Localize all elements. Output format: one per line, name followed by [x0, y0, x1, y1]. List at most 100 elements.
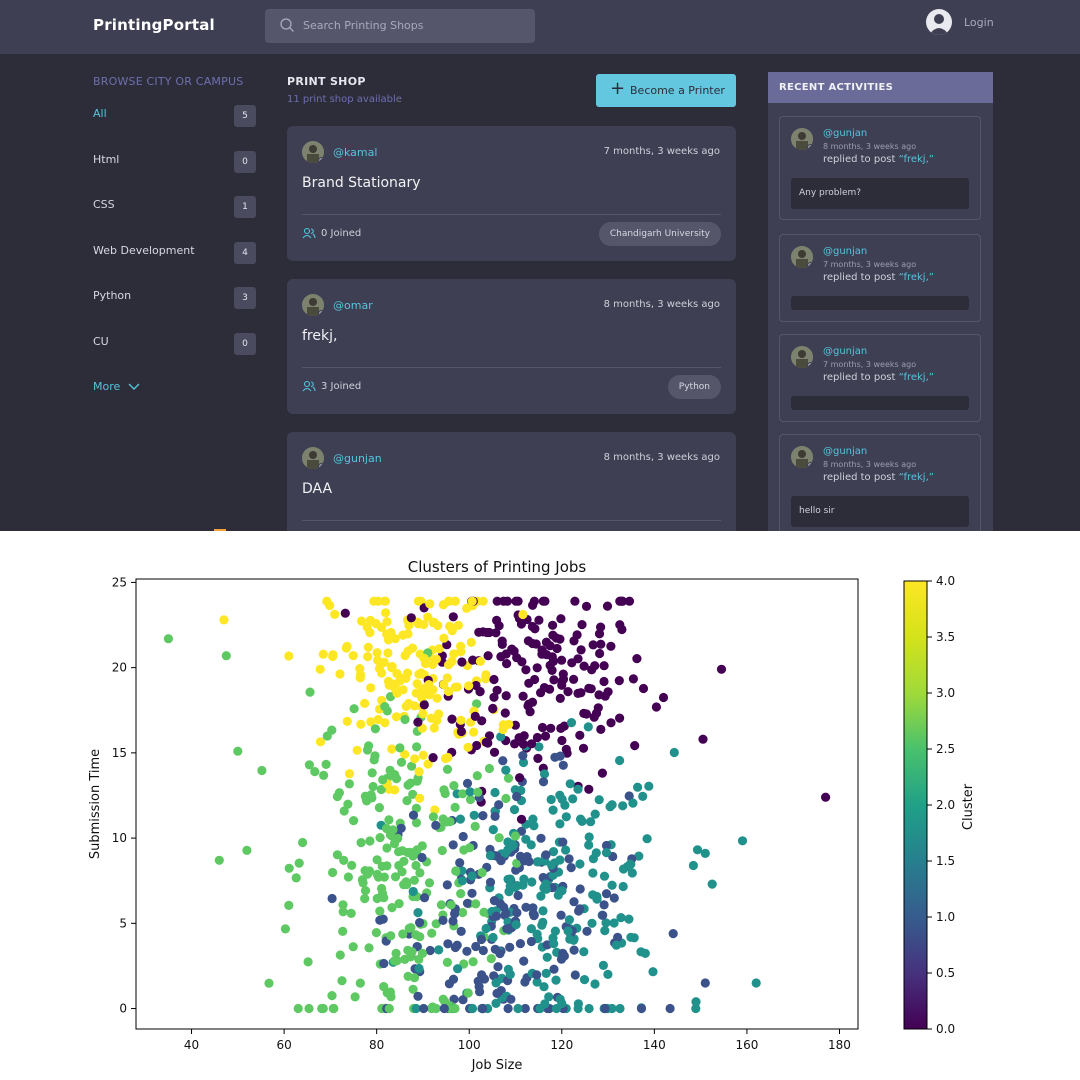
user-avatar[interactable]: [926, 9, 952, 35]
scatter-point: [589, 712, 599, 722]
activity-item[interactable]: @gunjan 7 months, 3 weeks ago replied to…: [779, 234, 981, 322]
scatter-point: [560, 800, 570, 810]
scatter-point: [481, 923, 491, 934]
scatter-point: [377, 668, 387, 678]
avatar[interactable]: [302, 447, 324, 469]
topic-item[interactable]: Python 3: [93, 287, 256, 309]
card-time: 7 months, 3 weeks ago: [603, 146, 720, 157]
scatter-point: [338, 900, 348, 910]
location-tag[interactable]: Chandigarh University: [598, 222, 721, 246]
scatter-point: [391, 948, 401, 958]
scatter-point: [575, 730, 585, 740]
scatter-point: [357, 616, 367, 626]
avatar[interactable]: [302, 141, 324, 163]
scatter-point: [472, 699, 482, 709]
search-input[interactable]: Search Printing Shops: [265, 9, 535, 43]
app-logo[interactable]: PrintingPortal: [93, 16, 215, 34]
topic-item[interactable]: Html 0: [93, 151, 256, 173]
scatter-point: [521, 665, 531, 675]
card-title[interactable]: DAA: [302, 481, 333, 497]
scatter-point: [356, 719, 366, 729]
shop-card[interactable]: @kamal 7 months, 3 weeks ago Brand Stati…: [287, 126, 736, 261]
activity-user[interactable]: @gunjan: [823, 128, 868, 139]
become-printer-button[interactable]: + Become a Printer: [596, 74, 736, 107]
avatar[interactable]: [302, 294, 324, 316]
scatter-point: [519, 731, 529, 741]
avatar[interactable]: [791, 246, 813, 268]
scatter-point: [379, 958, 389, 969]
scatter-point: [431, 919, 441, 929]
scatter-point: [330, 609, 340, 619]
scatter-point: [322, 596, 332, 606]
activity-user[interactable]: @gunjan: [823, 246, 868, 257]
scatter-point: [534, 615, 544, 625]
activity-user[interactable]: @gunjan: [823, 446, 868, 457]
scatter-point: [293, 1003, 303, 1014]
scatter-point: [549, 939, 559, 949]
post-link[interactable]: “frekj,”: [898, 372, 934, 383]
scatter-point: [376, 622, 386, 632]
scatter-point: [381, 608, 391, 618]
scatter-point: [691, 1003, 701, 1014]
scatter-point: [540, 999, 550, 1009]
scatter-point: [590, 809, 600, 819]
scatter-point: [470, 821, 480, 831]
scatter-point: [328, 867, 338, 878]
scatter-point: [707, 879, 717, 889]
scatter-point: [494, 621, 504, 631]
activity-item[interactable]: @gunjan 8 months, 3 weeks ago replied to…: [779, 116, 981, 220]
chevron-down-icon: [128, 383, 140, 390]
more-link[interactable]: More: [93, 380, 140, 393]
post-link[interactable]: “frekj,”: [898, 272, 934, 283]
colorbar-label: Cluster: [961, 783, 976, 830]
scatter-point: [513, 890, 523, 901]
scatter-point: [318, 649, 328, 659]
scatter-point: [467, 596, 477, 606]
card-time: 8 months, 3 weeks ago: [603, 452, 720, 463]
scatter-point: [332, 850, 342, 860]
scatter-point: [337, 976, 347, 986]
location-tag[interactable]: Python: [667, 375, 721, 399]
card-user[interactable]: @kamal: [333, 146, 378, 159]
recent-activities-panel: RECENT ACTIVITIES @gunjan 8 months, 3 we…: [768, 72, 993, 531]
scatter-point: [396, 757, 407, 767]
x-axis-label: Job Size: [471, 1058, 523, 1073]
scatter-point: [491, 628, 501, 638]
chart-title: Clusters of Printing Jobs: [408, 558, 587, 576]
card-title[interactable]: Brand Stationary: [302, 175, 421, 191]
scatter-point: [328, 1003, 338, 1014]
y-tick-label: 10: [112, 831, 127, 845]
card-title[interactable]: frekj,: [302, 328, 338, 344]
scatter-point: [539, 769, 550, 779]
scatter-point: [598, 910, 608, 920]
scatter-point: [407, 947, 417, 957]
scatter-point: [503, 773, 514, 783]
scatter-point: [576, 688, 586, 698]
topic-item[interactable]: All 5: [93, 105, 256, 127]
topic-item[interactable]: CU 0: [93, 333, 256, 355]
shop-card[interactable]: @omar 8 months, 3 weeks ago frekj, 3 Joi…: [287, 279, 736, 414]
shop-card[interactable]: @gunjan 8 months, 3 weeks ago DAA: [287, 432, 736, 531]
avatar[interactable]: [791, 346, 813, 368]
x-tick-label: 100: [458, 1038, 481, 1052]
avatar[interactable]: [791, 128, 813, 150]
post-link[interactable]: “frekj,”: [898, 154, 934, 165]
activity-item[interactable]: @gunjan 7 months, 3 weeks ago replied to…: [779, 334, 981, 422]
activity-item[interactable]: @gunjan 8 months, 3 weeks ago replied to…: [779, 434, 981, 531]
scatter-point: [383, 648, 393, 658]
avatar[interactable]: [791, 446, 813, 468]
activity-message: Any problem?: [791, 178, 969, 209]
login-link[interactable]: Login: [964, 16, 994, 29]
post-link[interactable]: “frekj,”: [898, 472, 934, 483]
scatter-point: [521, 902, 531, 912]
topic-item[interactable]: CSS 1: [93, 196, 256, 218]
scatter-point: [564, 915, 575, 925]
scatter-point: [552, 643, 562, 654]
topic-item[interactable]: Web Development 4: [93, 242, 256, 264]
scatter-point: [455, 858, 465, 868]
card-user[interactable]: @omar: [333, 299, 373, 312]
scatter-point: [428, 812, 438, 822]
card-user[interactable]: @gunjan: [333, 452, 382, 465]
activity-user[interactable]: @gunjan: [823, 346, 868, 357]
scatter-point: [596, 622, 606, 632]
